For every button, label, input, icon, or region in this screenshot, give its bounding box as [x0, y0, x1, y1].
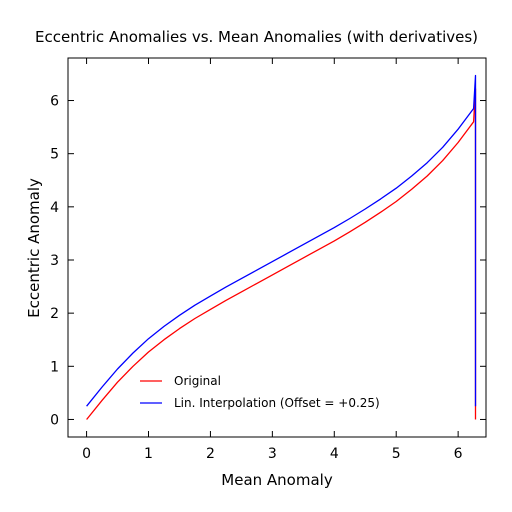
x-tick-label-6: 6	[454, 446, 463, 462]
series-line-1	[86, 74, 477, 407]
legend: Original Lin. Interpolation (Offset = +0…	[140, 374, 380, 410]
y-tick-label-1: 1	[50, 359, 59, 375]
x-axis-label: Mean Anomaly	[221, 471, 333, 489]
y-tick-label-5: 5	[50, 147, 59, 163]
x-tick-label-2: 2	[206, 446, 215, 462]
series-layer	[86, 74, 477, 420]
x-tick-label-1: 1	[144, 446, 153, 462]
x-tick-label-5: 5	[392, 446, 401, 462]
y-tick-label-0: 0	[50, 412, 59, 428]
series-line-0	[86, 88, 477, 420]
y-axis-label: Eccentric Anomaly	[25, 178, 43, 318]
y-tick-label-4: 4	[50, 200, 59, 216]
x-tick-label-0: 0	[82, 446, 91, 462]
axis-ticks: 0 1 2 3 4 5 6 0 1 2 3 4 5 6	[50, 58, 486, 462]
plot-area: 0 1 2 3 4 5 6 0 1 2 3 4 5 6	[50, 57, 487, 462]
x-tick-label-4: 4	[330, 446, 339, 462]
plot-frame	[67, 57, 487, 438]
legend-label-interpolation: Lin. Interpolation (Offset = +0.25)	[174, 396, 380, 410]
y-tick-label-2: 2	[50, 306, 59, 322]
legend-label-original: Original	[174, 374, 221, 388]
y-tick-label-3: 3	[50, 253, 59, 269]
y-tick-label-6: 6	[50, 94, 59, 110]
chart-title: Eccentric Anomalies vs. Mean Anomalies (…	[35, 28, 478, 46]
x-tick-label-3: 3	[268, 446, 277, 462]
